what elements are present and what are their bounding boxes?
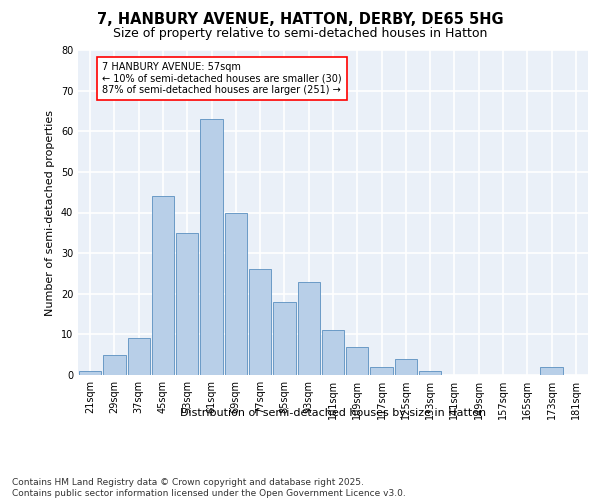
Text: Contains HM Land Registry data © Crown copyright and database right 2025.
Contai: Contains HM Land Registry data © Crown c… (12, 478, 406, 498)
Text: 7, HANBURY AVENUE, HATTON, DERBY, DE65 5HG: 7, HANBURY AVENUE, HATTON, DERBY, DE65 5… (97, 12, 503, 28)
Text: Distribution of semi-detached houses by size in Hatton: Distribution of semi-detached houses by … (180, 408, 486, 418)
Bar (249, 270, 271, 375)
Bar (200, 119, 223, 375)
Bar (346, 346, 368, 375)
Bar (273, 302, 296, 375)
Bar (103, 354, 125, 375)
Y-axis label: Number of semi-detached properties: Number of semi-detached properties (45, 110, 55, 316)
Bar (322, 330, 344, 375)
Bar (419, 371, 442, 375)
Bar (395, 359, 417, 375)
Bar (79, 371, 101, 375)
Bar (176, 233, 199, 375)
Bar (298, 282, 320, 375)
Text: Size of property relative to semi-detached houses in Hatton: Size of property relative to semi-detach… (113, 28, 487, 40)
Bar (152, 196, 174, 375)
Bar (128, 338, 150, 375)
Bar (541, 367, 563, 375)
Text: 7 HANBURY AVENUE: 57sqm
← 10% of semi-detached houses are smaller (30)
87% of se: 7 HANBURY AVENUE: 57sqm ← 10% of semi-de… (102, 62, 342, 96)
Bar (370, 367, 393, 375)
Bar (224, 212, 247, 375)
